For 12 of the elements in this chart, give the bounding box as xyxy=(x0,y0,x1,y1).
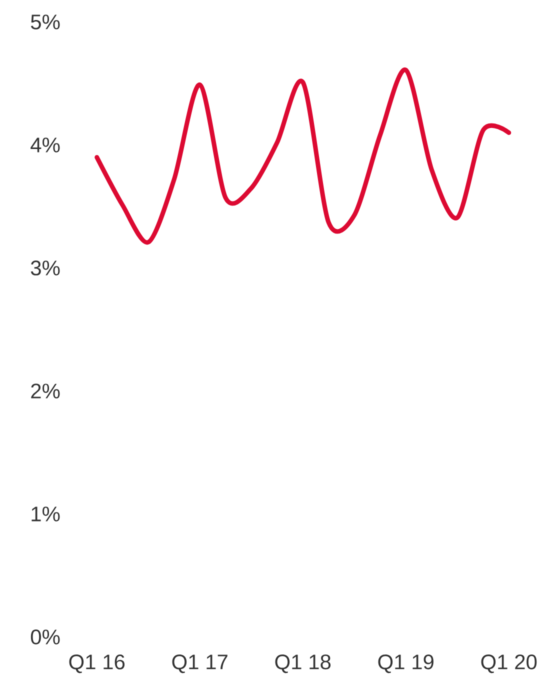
y-tick-label: 2% xyxy=(31,384,60,398)
x-tick-label: Q1 20 xyxy=(481,654,537,674)
y-tick-label: 4% xyxy=(30,138,60,152)
y-tick-label: 1% xyxy=(32,506,60,522)
x-tick-label: Q1 19 xyxy=(378,654,434,674)
line-series xyxy=(94,68,512,244)
y-tick-label: 5% xyxy=(30,14,60,30)
x-tick-label: Q1 18 xyxy=(275,654,331,674)
x-tick-label: Q1 17 xyxy=(172,654,228,674)
y-tick-label: 0% xyxy=(30,630,60,644)
y-tick-label: 3% xyxy=(30,260,60,276)
x-tick-label: Q1 16 xyxy=(69,654,125,674)
